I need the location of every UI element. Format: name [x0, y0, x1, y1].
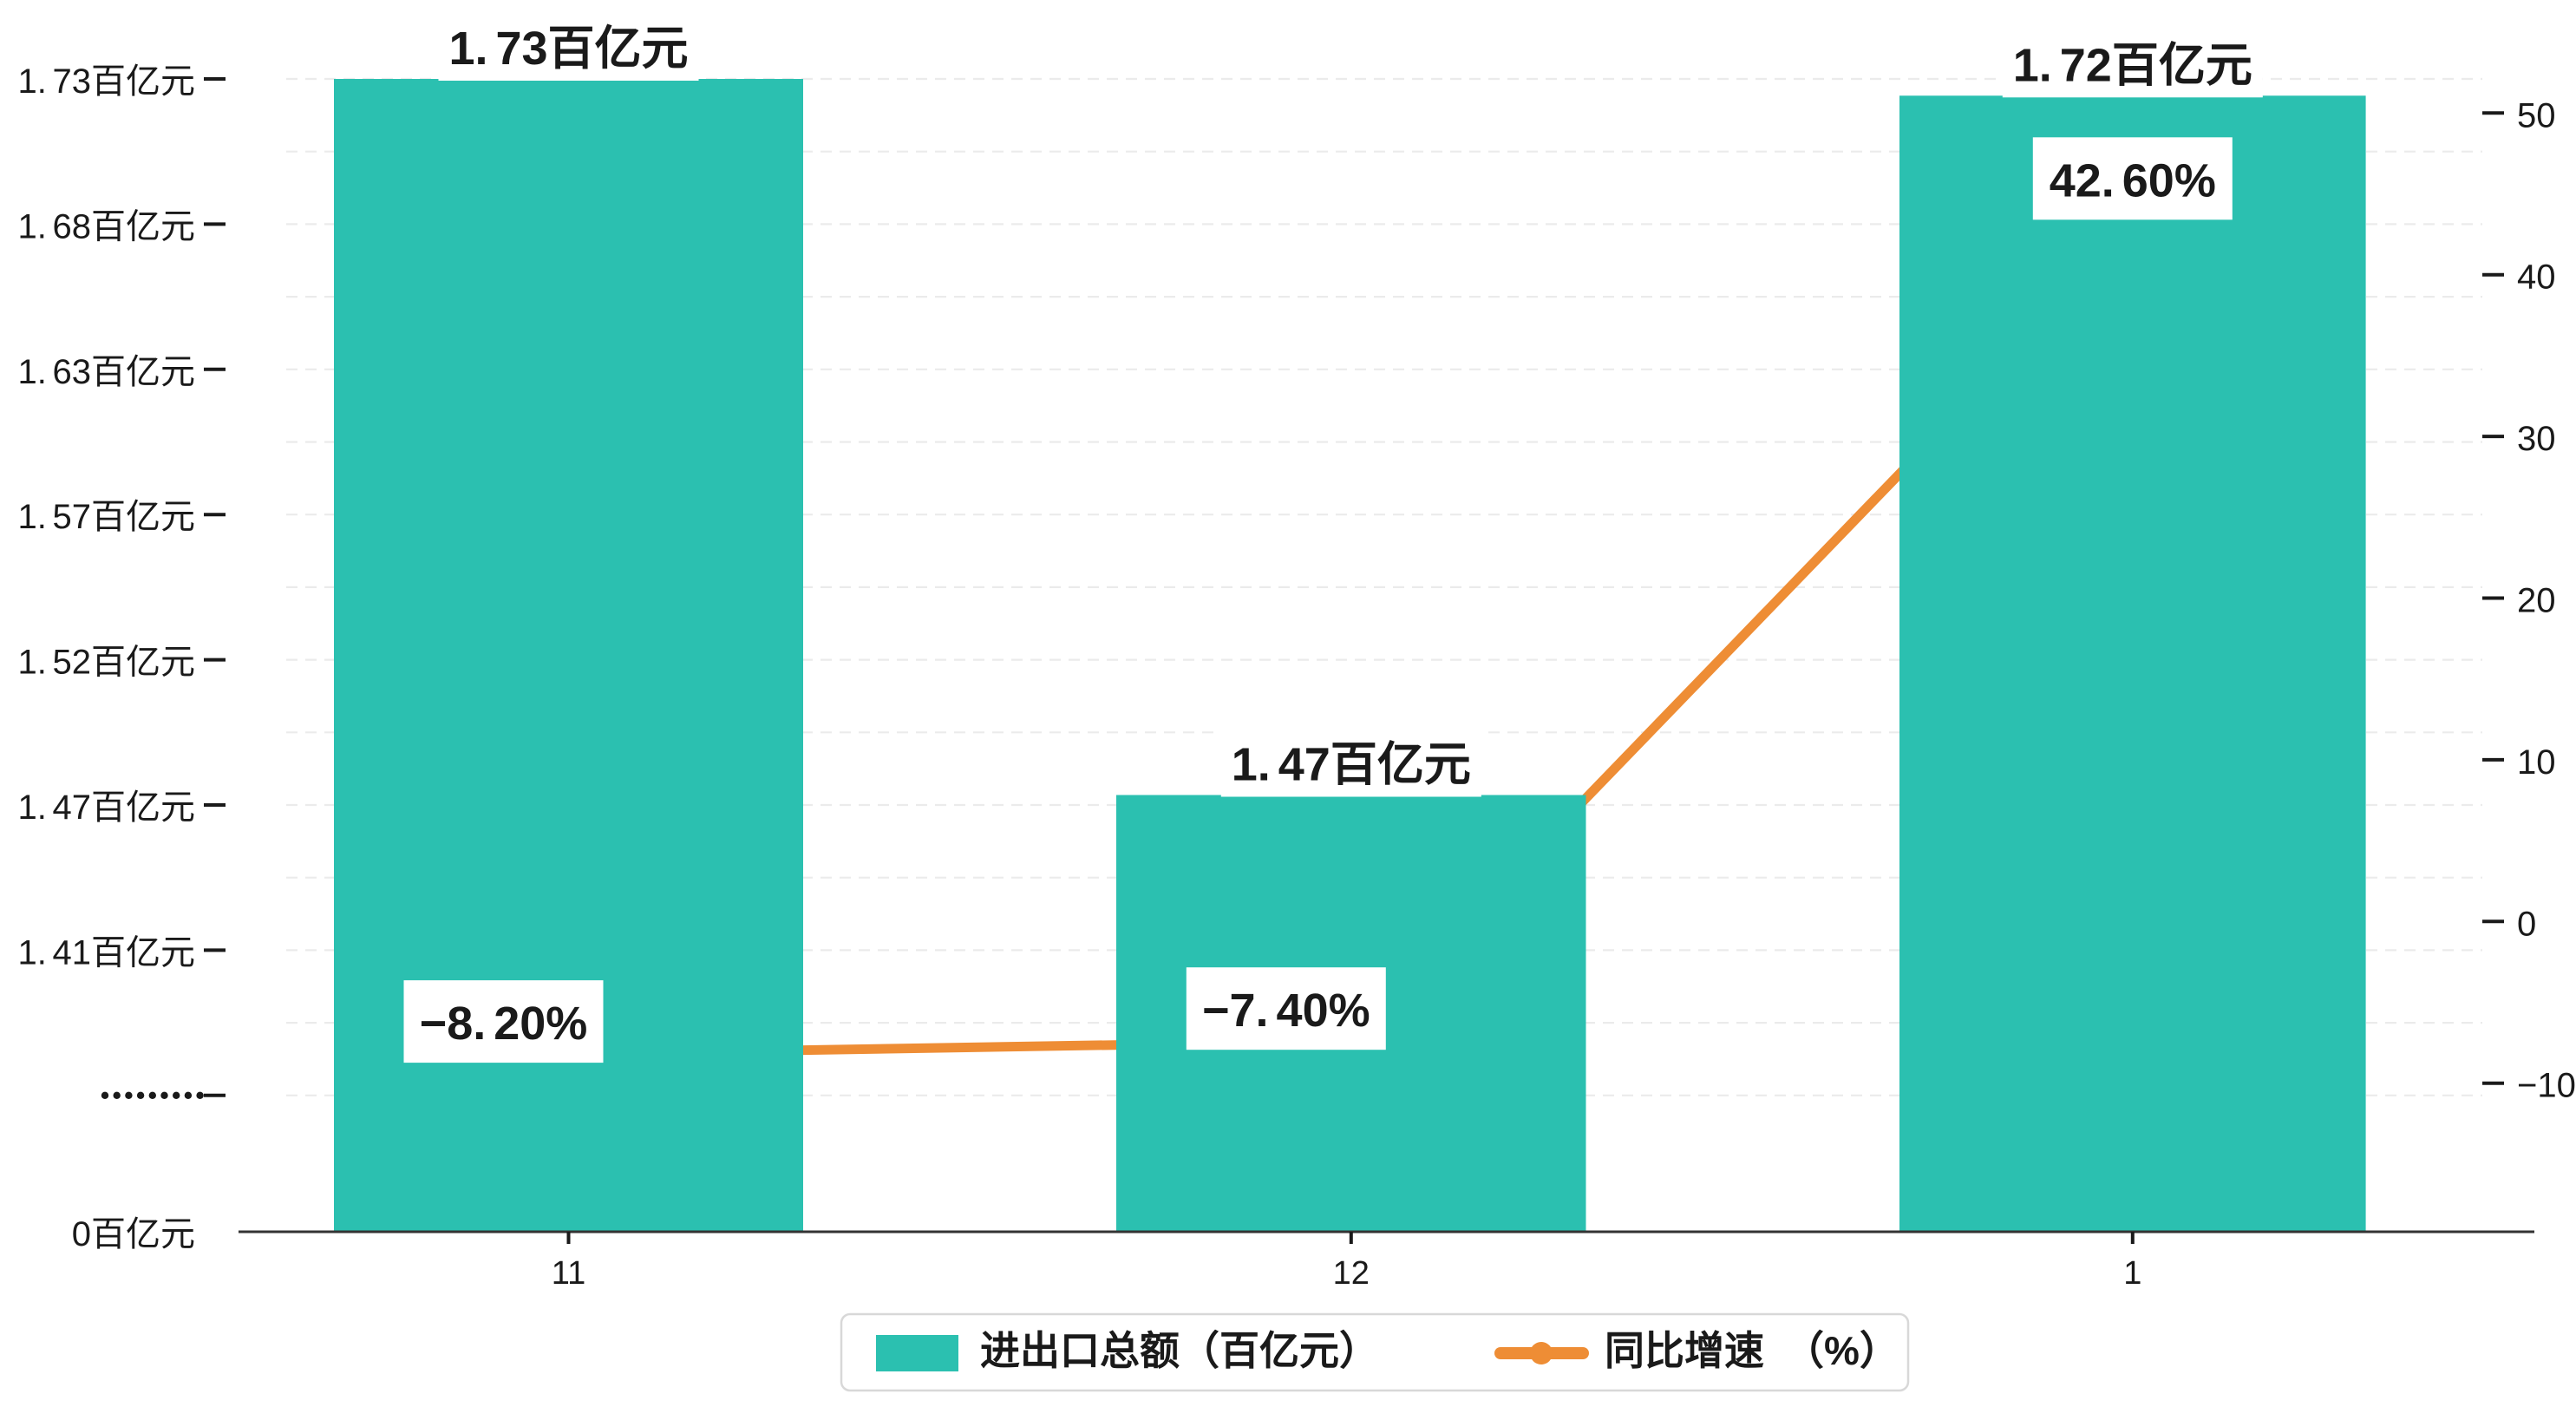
- svg-text:1. 72百亿元: 1. 72百亿元: [2013, 39, 2252, 91]
- svg-text:42. 60%: 42. 60%: [2050, 154, 2216, 206]
- svg-text:1. 73百亿元: 1. 73百亿元: [17, 62, 195, 101]
- svg-text:1: 1: [2123, 1255, 2141, 1292]
- svg-text:30: 30: [2517, 420, 2556, 458]
- svg-text:11: 11: [552, 1255, 585, 1292]
- svg-text:1. 68百亿元: 1. 68百亿元: [17, 207, 195, 245]
- svg-text:50: 50: [2517, 96, 2556, 134]
- svg-text:12: 12: [1333, 1255, 1370, 1292]
- svg-text:10: 10: [2517, 743, 2556, 782]
- svg-text:1. 73百亿元: 1. 73百亿元: [448, 23, 688, 75]
- svg-text:1. 47百亿元: 1. 47百亿元: [1232, 739, 1471, 791]
- svg-text:−10: −10: [2517, 1067, 2576, 1105]
- svg-text:同比增速 （%）: 同比增速 （%）: [1605, 1328, 1899, 1373]
- svg-text:1. 63百亿元: 1. 63百亿元: [17, 353, 195, 391]
- svg-text:1. 57百亿元: 1. 57百亿元: [17, 498, 195, 536]
- svg-text:1. 47百亿元: 1. 47百亿元: [17, 789, 195, 827]
- svg-text:40: 40: [2517, 258, 2556, 297]
- svg-text:0百亿元: 0百亿元: [72, 1215, 195, 1253]
- svg-text:0: 0: [2517, 905, 2536, 943]
- svg-text:−7. 40%: −7. 40%: [1202, 985, 1370, 1037]
- svg-text:进出口总额（百亿元）: 进出口总额（百亿元）: [980, 1328, 1379, 1373]
- svg-text:20: 20: [2517, 582, 2556, 620]
- svg-text:1. 41百亿元: 1. 41百亿元: [17, 933, 195, 972]
- svg-text:1. 52百亿元: 1. 52百亿元: [17, 644, 195, 682]
- svg-text:−8. 20%: −8. 20%: [420, 998, 588, 1050]
